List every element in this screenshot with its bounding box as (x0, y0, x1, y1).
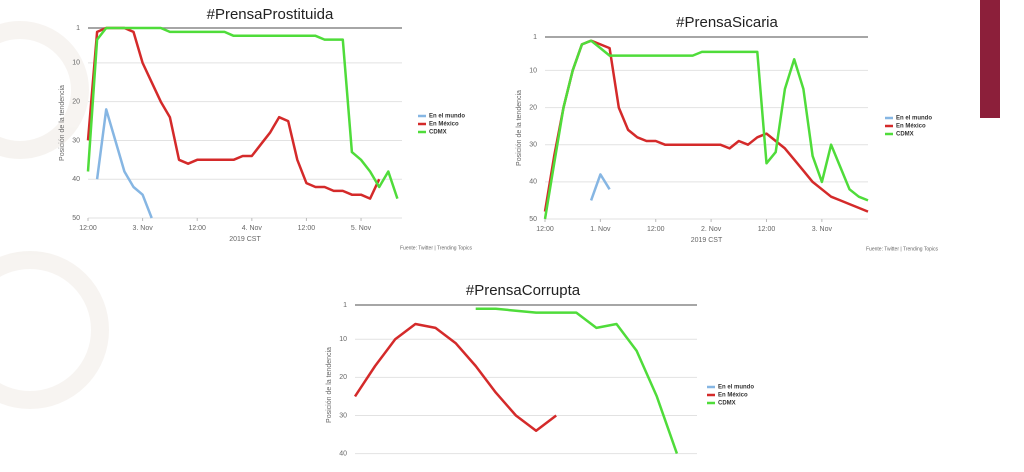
y-tick-label: 30 (72, 137, 80, 144)
chart-title: #PrensaSicaria (676, 14, 778, 31)
decoration (0, 21, 109, 409)
x-tick-label: 12:00 (536, 226, 554, 233)
ornament (0, 21, 89, 159)
y-tick-label: 20 (72, 99, 80, 106)
x-tick-label: 12:00 (188, 225, 206, 232)
legend-label: CDMX (896, 132, 914, 138)
x-tick-label: 3. Nov (812, 226, 833, 233)
source: Fuente: Twitter | Trending Topics (866, 246, 938, 252)
y-tick-label: 20 (529, 104, 537, 111)
chart-title: #PrensaProstituida (207, 6, 334, 23)
x-tick-label: 12:00 (298, 225, 316, 232)
x-tick-label: 5. Nov (351, 225, 372, 232)
chart-title: #PrensaCorrupta (466, 282, 581, 299)
y-tick-label: 1 (76, 25, 80, 32)
x-tick-label: 1. Nov (590, 226, 611, 233)
y-tick-label: 20 (339, 374, 347, 381)
y-axis-title: Posición de la tendencia (516, 90, 523, 166)
y-tick-label: 50 (529, 216, 537, 223)
y-tick-label: 1 (533, 34, 537, 41)
legend-label: CDMX (429, 130, 447, 136)
x-tick-label: 12:00 (758, 226, 776, 233)
y-tick-label: 10 (529, 67, 537, 74)
y-tick-label: 40 (529, 179, 537, 186)
legend-label: En México (429, 122, 459, 128)
series-line (86, 26, 399, 199)
x-tick-label: 4. Nov (242, 225, 263, 232)
y-tick-label: 10 (72, 60, 80, 67)
y-axis-title: Posición de la tendencia (326, 347, 333, 423)
y-axis-title: Posición de la tendencia (59, 85, 66, 161)
legend-label: En México (718, 393, 748, 399)
series-line (95, 108, 153, 219)
y-tick-label: 30 (529, 142, 537, 149)
y-tick-label: 40 (339, 450, 347, 457)
y-tick-label: 1 (343, 302, 347, 309)
legend-label: En el mundo (429, 114, 465, 120)
accent-bar (980, 0, 1000, 118)
series-line (475, 307, 679, 455)
series-line (543, 39, 869, 213)
y-tick-label: 50 (72, 215, 80, 222)
y-tick-label: 30 (339, 412, 347, 419)
series-line (589, 173, 611, 201)
ornament (0, 251, 109, 409)
legend-label: En el mundo (896, 116, 932, 122)
x-axis-title: 2019 CST (229, 236, 261, 243)
y-tick-label: 10 (339, 336, 347, 343)
legend-label: En el mundo (718, 385, 754, 391)
source: Fuente: Twitter | Trending Topics (400, 245, 472, 251)
x-tick-label: 3. Nov (132, 225, 153, 232)
series-line (353, 322, 557, 432)
legend-label: En México (896, 124, 926, 130)
x-tick-label: 12:00 (79, 225, 97, 232)
series-line (543, 39, 869, 220)
x-tick-label: 2. Nov (701, 226, 722, 233)
y-tick-label: 40 (72, 176, 80, 183)
series-line (86, 26, 381, 200)
x-tick-label: 12:00 (647, 226, 665, 233)
x-axis-title: 2019 CST (691, 237, 723, 244)
legend-label: CDMX (718, 401, 736, 407)
